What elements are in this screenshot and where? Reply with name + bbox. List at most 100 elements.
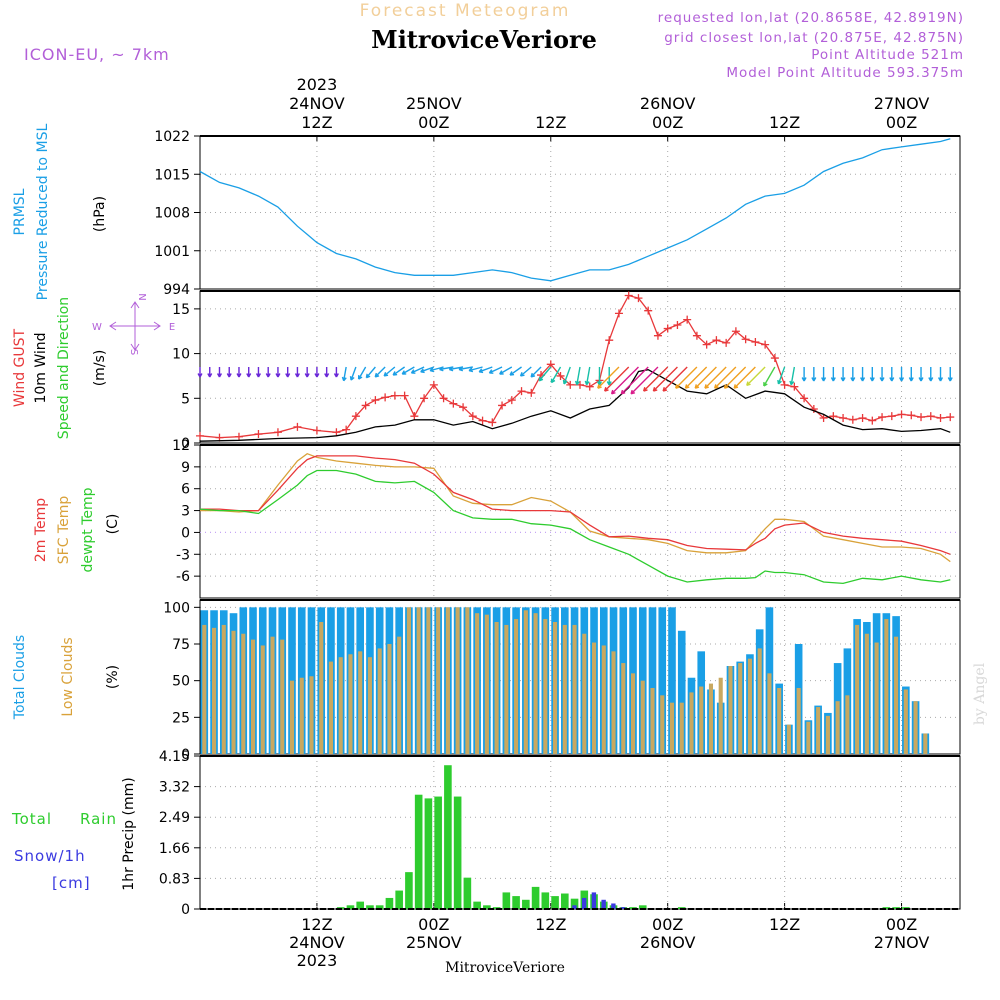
rain-bar [502, 892, 511, 909]
wind-direction-arrow [947, 367, 953, 382]
rain-bar [385, 897, 394, 909]
wind-ytick-label: 15 [172, 302, 190, 318]
pressure-panel: 994 1001 1008 1015 1022 [154, 129, 961, 298]
wind-direction-arrow [723, 366, 747, 389]
low-cloud-bar [708, 683, 714, 754]
clouds-ytick-label: 50 [172, 674, 190, 690]
gust-marker [585, 382, 594, 391]
wind-direction-arrow [538, 366, 552, 382]
clouds-ytick-label: 25 [172, 710, 190, 726]
top-time-label: 27NOV [874, 94, 930, 113]
gust-marker [839, 413, 848, 422]
low-cloud-bar [250, 639, 256, 754]
low-cloud-bar [299, 677, 304, 754]
wind-direction-arrow [928, 367, 934, 382]
wind-direction-arrow [383, 366, 396, 377]
low-cloud-bar [367, 657, 372, 754]
low-cloud-bar [280, 639, 285, 754]
compass-rose: N S W E [92, 293, 175, 355]
precip-ytick-label: 3.32 [159, 780, 190, 796]
gust-marker [731, 327, 740, 336]
wind-direction-arrow [889, 367, 895, 382]
wind-direction-arrow [704, 366, 727, 389]
compass-s: S [128, 349, 139, 355]
wind-ytick-label: 10 [172, 347, 190, 363]
wind-direction-arrow [488, 366, 503, 374]
pressure-unit: (hPa) [92, 196, 108, 232]
precip-ytick-label: 1.66 [159, 841, 190, 857]
gust-marker [459, 403, 468, 412]
low-cloud-bar [358, 651, 363, 754]
gust-marker [848, 415, 857, 424]
bottom-time-label: 00Z [418, 915, 449, 934]
low-cloud-bar [416, 607, 421, 754]
wind-direction-arrow [458, 366, 473, 372]
bottom-time-label: 2023 [297, 951, 338, 970]
temp-2m-line [200, 455, 951, 555]
low-cloud-bar [621, 663, 626, 754]
low-cloud-bar [777, 688, 782, 754]
gust-marker [663, 324, 672, 333]
low-cloud-bar [894, 636, 899, 754]
wind-gust-label: Wind GUST [12, 328, 28, 407]
wind-direction-arrow [197, 367, 203, 378]
gust-marker [702, 340, 711, 349]
gust-marker [410, 412, 419, 421]
wind-ylabels: Wind GUST 10m Wind Speed and Direction (… [12, 293, 175, 439]
pressure-ylabels: PRMSL Pressure Reduced to MSL (hPa) [12, 123, 108, 300]
gust-marker [429, 380, 438, 389]
bottom-time-label: 00Z [652, 915, 683, 934]
temp-ytick-label: 12 [172, 438, 190, 454]
low-cloud-bar [328, 661, 334, 754]
wind-direction-arrow [255, 367, 261, 378]
credit-watermark: by Angel [972, 662, 988, 725]
wind-direction-arrow [468, 366, 483, 373]
temperature-panel: -6 -3 0 3 6 9 12 [172, 438, 961, 599]
rain-bar [512, 896, 520, 909]
clouds-ytick-label: 100 [163, 600, 190, 616]
wind-direction-arrow [285, 367, 291, 378]
wind-direction-arrow [207, 367, 213, 378]
gust-marker [498, 401, 507, 410]
low-cloud-bar [348, 654, 353, 754]
wind-direction-arrow [694, 366, 717, 389]
gust-marker [293, 422, 302, 431]
total-cloud-bar [668, 607, 676, 754]
low-cloud-bar [601, 645, 606, 754]
rain-bar [561, 893, 569, 909]
rain-bar [424, 798, 433, 909]
clouds-ytick-label: 0 [181, 747, 190, 763]
temp-dew-label: dewpt Temp [80, 487, 96, 572]
wind-direction-arrow [597, 366, 620, 389]
clouds-panel: 0 25 50 75 100 [163, 599, 961, 763]
rain-bar [638, 905, 647, 909]
wind-direction-arrow [357, 366, 367, 380]
rain-bar [414, 794, 423, 909]
compass-n: N [136, 293, 147, 300]
temp-ytick-label: 6 [181, 482, 190, 498]
gust-marker [926, 412, 935, 421]
low-cloud-bar [796, 688, 801, 754]
gust-marker [712, 336, 721, 345]
precip-ytick-label: 0.83 [159, 871, 190, 887]
bottom-time-label: 24NOV [289, 933, 345, 952]
wind-direction-arrow [265, 367, 271, 378]
gust-marker [770, 354, 779, 363]
top-time-label: 26NOV [640, 94, 696, 113]
wind-speed-line [199, 369, 951, 442]
gust-marker [673, 320, 682, 329]
wind-direction-arrow [630, 366, 659, 395]
wind-direction-arrow [675, 366, 698, 389]
total-clouds-label: Total Clouds [12, 635, 28, 720]
gust-marker [381, 393, 390, 402]
low-cloud-bar [845, 695, 850, 754]
legend-snow: Snow/1h [14, 847, 86, 865]
low-cloud-bar [767, 673, 772, 754]
low-clouds-label: Low Clouds [60, 637, 76, 716]
wind-direction-arrow [216, 367, 223, 378]
gust-marker [634, 294, 643, 303]
low-cloud-bar [445, 607, 450, 754]
bottom-time-label: 12Z [535, 915, 566, 934]
